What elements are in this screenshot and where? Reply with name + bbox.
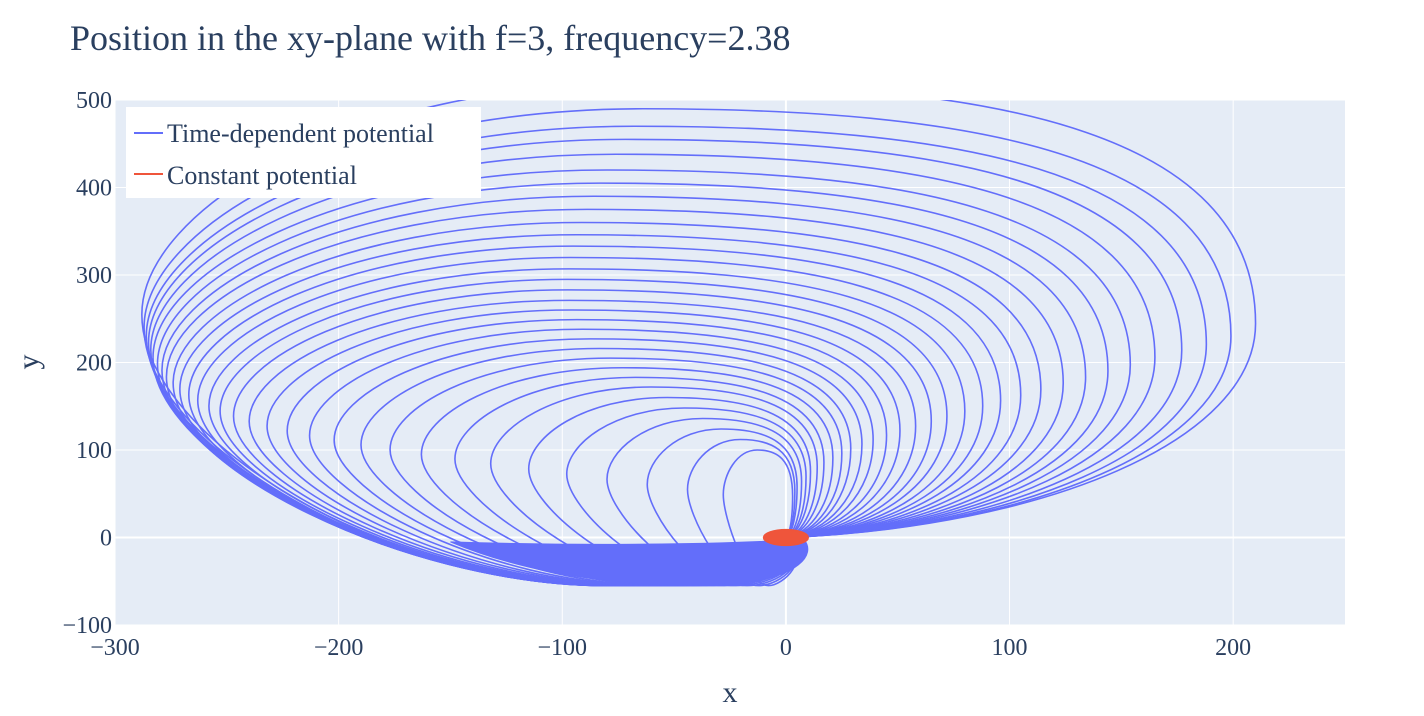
legend[interactable]: Time-dependent potential Constant potent… (126, 107, 481, 198)
y-tick-label: 500 (76, 88, 112, 114)
trajectory-loop (646, 428, 798, 587)
x-tick-label: −300 (90, 635, 140, 661)
y-axis-title: y (12, 355, 45, 370)
constant-potential-orbit (762, 528, 810, 547)
y-tick-label: −100 (62, 613, 112, 639)
series-constant-potential (762, 528, 810, 547)
trajectory-loop (722, 449, 798, 587)
y-tick-labels: −100 0 100 200 300 400 500 (62, 88, 112, 639)
y-tick-label: 200 (76, 351, 112, 377)
x-tick-label: 100 (992, 635, 1028, 661)
x-tick-label: 0 (780, 635, 792, 661)
trajectory-dense-band (450, 538, 809, 586)
x-axis-title: x (723, 676, 738, 709)
y-tick-label: 0 (100, 526, 112, 552)
legend-box (126, 107, 481, 198)
y-tick-label: 400 (76, 176, 112, 202)
legend-label-time-dependent[interactable]: Time-dependent potential (167, 119, 434, 148)
chart-title: Position in the xy-plane with f=3, frequ… (70, 18, 790, 58)
x-tick-labels: −300 −200 −100 0 100 200 (90, 635, 1251, 661)
y-tick-label: 300 (76, 263, 112, 289)
y-tick-label: 100 (76, 438, 112, 464)
legend-label-constant[interactable]: Constant potential (167, 161, 357, 190)
x-tick-label: −100 (537, 635, 587, 661)
x-tick-label: −200 (314, 635, 364, 661)
x-tick-label: 200 (1215, 635, 1251, 661)
